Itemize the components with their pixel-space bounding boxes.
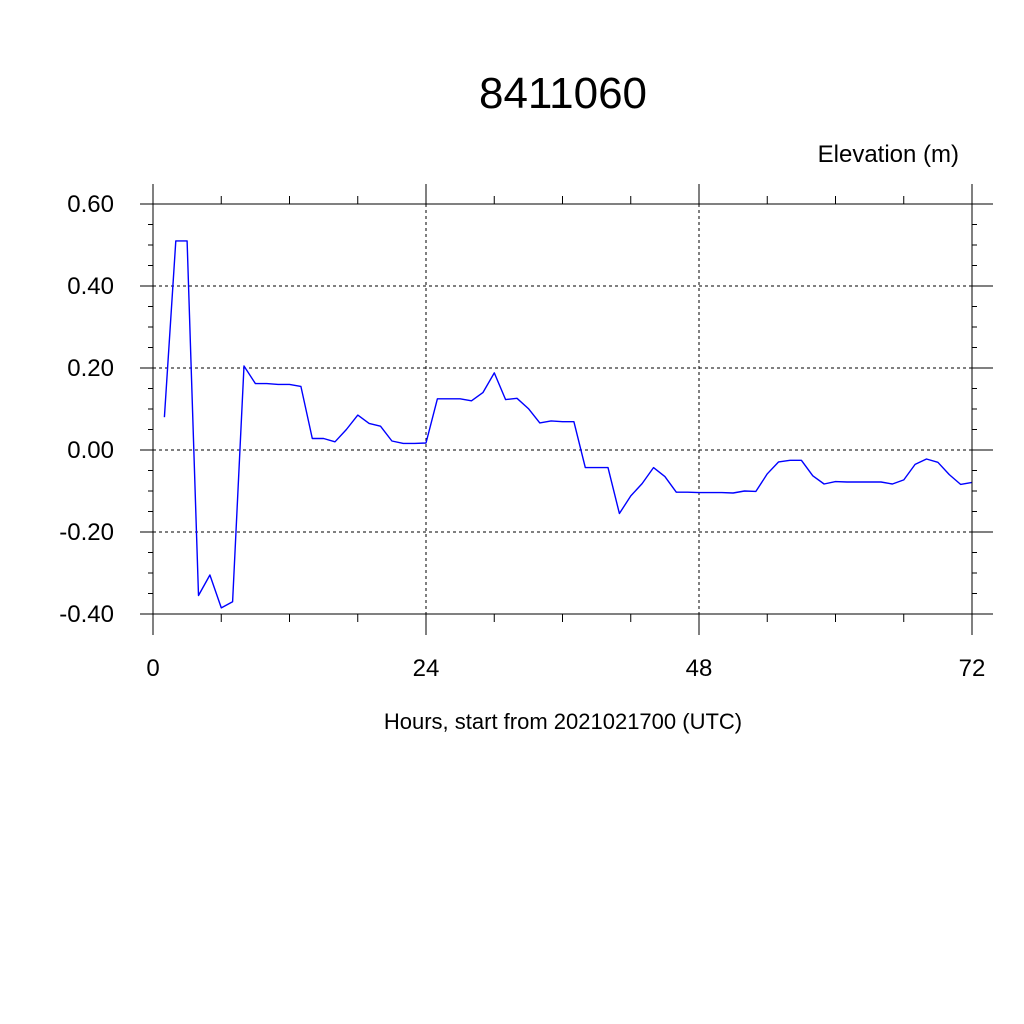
y-tick-label: -0.40 <box>59 601 114 628</box>
series-group <box>163 240 973 609</box>
plot-border <box>152 203 973 615</box>
y-tick-label: 0.00 <box>67 437 114 464</box>
series-line <box>163 240 973 609</box>
y-tick-label: -0.20 <box>59 519 114 546</box>
y-tick-label: 0.40 <box>67 273 114 300</box>
x-tick-label: 72 <box>959 655 986 682</box>
y-tick-label: 0.20 <box>67 355 114 382</box>
y-tick-label: 0.60 <box>67 191 114 218</box>
x-axis-label: Hours, start from 2021021700 (UTC) <box>384 709 742 734</box>
tick-labels: -0.40 -0.20 0.00 0.20 0.40 0.60 0 24 48 72 <box>59 191 985 682</box>
y-axis-label: Elevation (m) <box>818 141 959 168</box>
x-tick-label: 0 <box>146 655 159 682</box>
axis-ticks <box>140 184 993 635</box>
x-tick-label: 48 <box>686 655 713 682</box>
x-tick-label: 24 <box>413 655 440 682</box>
chart-title: 8411060 <box>479 69 647 118</box>
